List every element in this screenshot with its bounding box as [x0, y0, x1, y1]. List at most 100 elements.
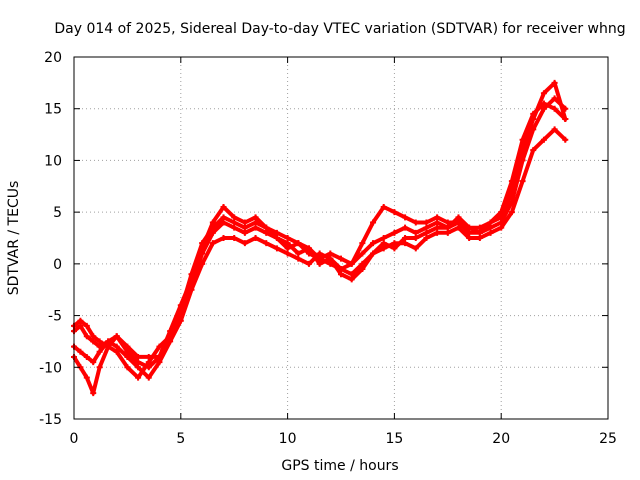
data-point — [295, 240, 302, 247]
data-point — [412, 219, 419, 226]
data-point — [135, 359, 142, 366]
data-point — [135, 364, 142, 371]
data-point — [156, 359, 163, 366]
data-point — [423, 224, 430, 231]
data-point — [316, 255, 323, 262]
data-point — [220, 214, 227, 221]
data-point — [135, 374, 142, 381]
data-point — [241, 229, 248, 236]
data-point — [96, 348, 103, 355]
data-point — [412, 229, 419, 236]
data-point — [263, 240, 270, 247]
data-point — [498, 209, 505, 216]
plot-frame — [73, 56, 609, 420]
data-point — [90, 333, 97, 340]
data-point — [295, 255, 302, 262]
data-point — [434, 224, 441, 231]
data-point — [551, 79, 558, 86]
x-tick-label: 15 — [385, 431, 403, 447]
data-point — [273, 245, 280, 252]
data-point — [519, 178, 526, 185]
data-point — [434, 229, 441, 236]
data-point — [338, 255, 344, 262]
data-point — [444, 229, 451, 236]
data-point — [391, 229, 398, 236]
y-tick-label: 5 — [53, 205, 62, 221]
data-point — [199, 260, 206, 267]
data-point — [305, 260, 312, 267]
y-tick-label: 10 — [44, 153, 62, 169]
data-point — [231, 214, 238, 221]
x-axis-label: GPS time / hours — [281, 458, 398, 474]
data-point — [177, 302, 184, 309]
data-point — [83, 353, 90, 360]
data-point — [327, 250, 334, 257]
data-point — [402, 224, 409, 231]
data-point — [316, 260, 323, 267]
data-point — [273, 229, 280, 236]
data-point — [402, 214, 409, 221]
y-axis-label: SDTVAR / TECUs — [6, 181, 22, 296]
data-point — [562, 116, 569, 123]
data-point — [402, 235, 409, 241]
y-tick-label: -5 — [48, 309, 62, 325]
y-tick-label: 0 — [53, 257, 62, 273]
data-point — [370, 219, 377, 226]
data-point — [540, 105, 547, 112]
data-point — [348, 276, 355, 283]
data-point — [466, 224, 473, 231]
data-point — [391, 209, 398, 216]
data-point — [177, 317, 184, 324]
data-point — [508, 178, 515, 185]
data-point — [391, 245, 398, 252]
data-point — [284, 240, 291, 247]
y-tick-label: -10 — [39, 360, 62, 376]
data-point — [263, 224, 270, 231]
data-point — [156, 353, 163, 360]
data-point — [455, 219, 462, 226]
data-point — [77, 317, 84, 324]
data-point — [113, 348, 120, 355]
chart-title: Day 014 of 2025, Sidereal Day-to-day VTE… — [54, 21, 625, 37]
data-point — [90, 359, 97, 366]
data-point — [434, 214, 441, 221]
data-point — [124, 353, 131, 360]
x-tick-label: 25 — [599, 431, 617, 447]
data-point — [370, 240, 377, 247]
data-point — [124, 348, 131, 355]
data-point — [220, 203, 227, 210]
data-point — [487, 219, 494, 226]
data-point — [551, 95, 558, 102]
data-point — [252, 224, 259, 231]
data-point — [105, 343, 112, 350]
data-point — [231, 235, 238, 241]
data-point — [348, 271, 355, 278]
data-point — [96, 343, 103, 350]
data-point — [284, 250, 291, 257]
data-point — [402, 240, 409, 247]
data-point — [444, 219, 451, 226]
data-point — [241, 219, 248, 226]
data-point — [476, 224, 483, 231]
data-point — [380, 203, 387, 210]
data-point — [167, 338, 174, 345]
data-point — [380, 235, 387, 241]
data-point — [220, 219, 227, 226]
data-point — [540, 100, 547, 107]
data-point — [263, 229, 270, 236]
y-tick-label: 15 — [44, 102, 62, 118]
data-point — [498, 224, 505, 231]
data-point — [540, 90, 547, 97]
data-point — [156, 343, 163, 350]
data-point — [338, 266, 344, 273]
data-point — [476, 229, 483, 236]
data-point — [231, 219, 238, 226]
data-point — [167, 328, 174, 335]
data-point — [145, 359, 152, 366]
data-point — [209, 240, 216, 247]
data-point — [77, 322, 84, 329]
data-point — [423, 229, 430, 236]
data-point — [551, 105, 558, 112]
data-point — [90, 390, 97, 397]
